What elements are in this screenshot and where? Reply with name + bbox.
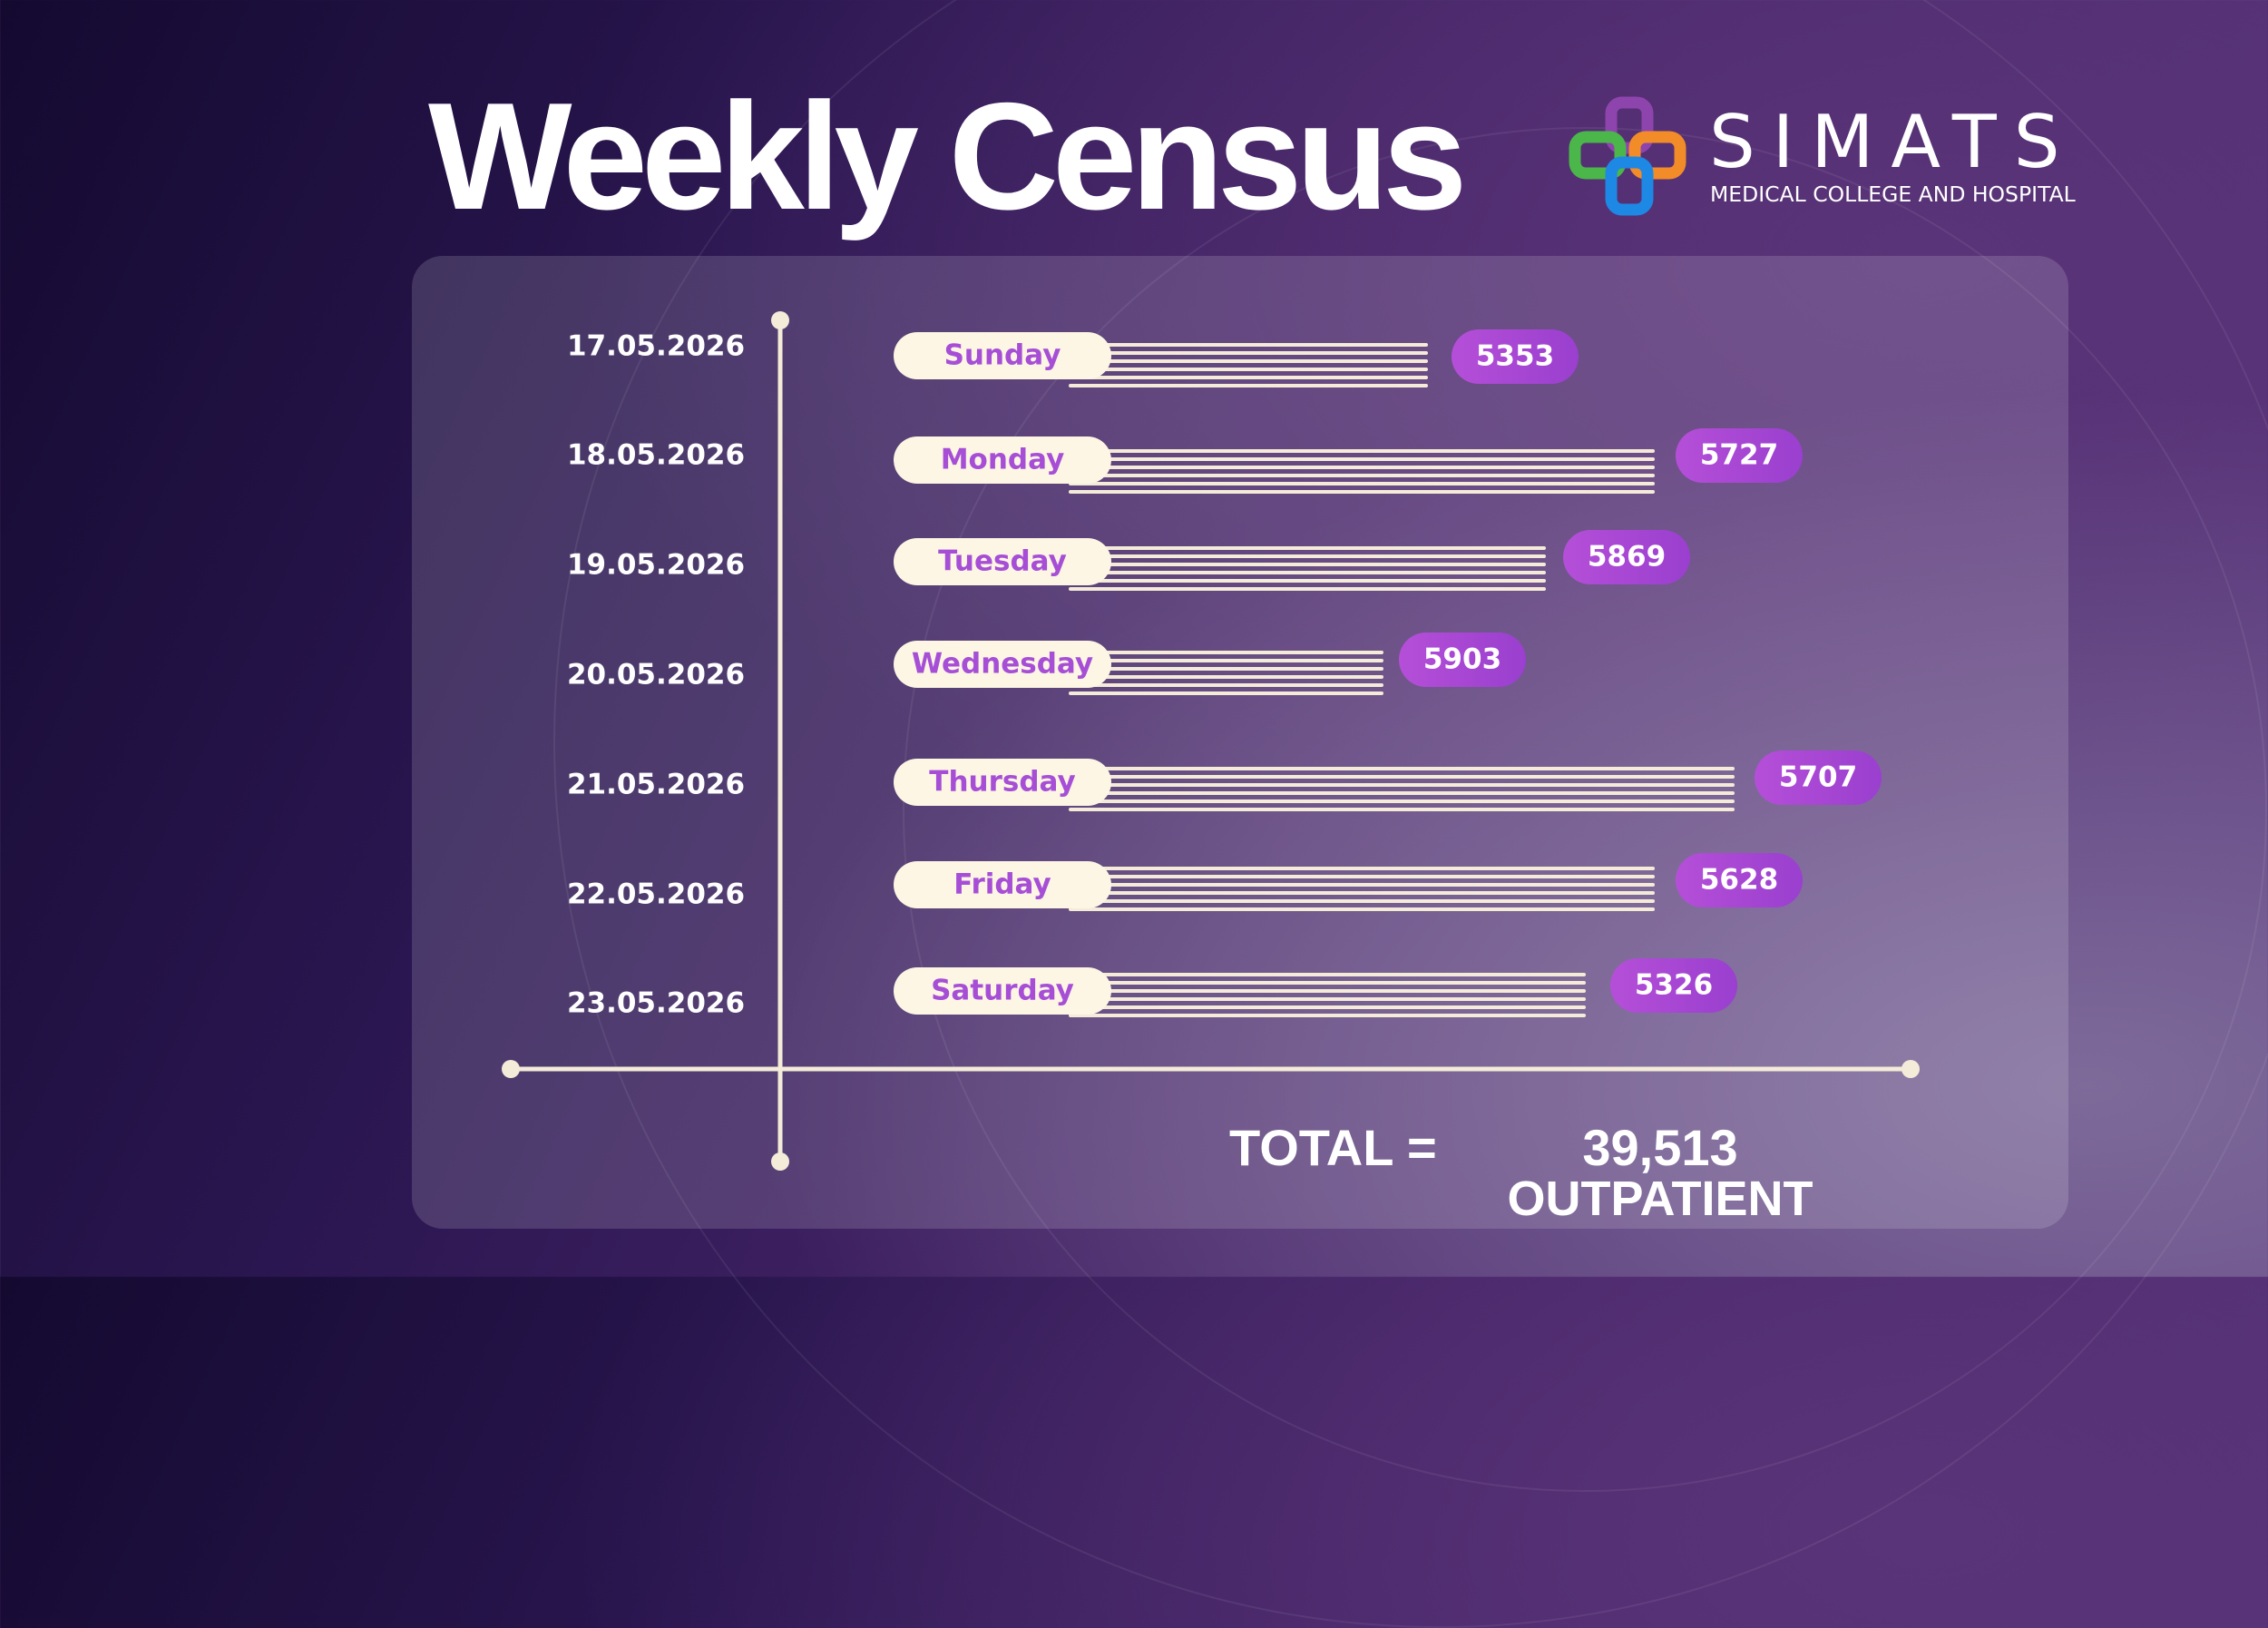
date-label: 18.05.2026	[567, 439, 745, 472]
day-pill	[894, 436, 1111, 484]
day-label: Tuesday	[938, 545, 1067, 578]
value-badge	[1676, 853, 1803, 907]
x-axis-right-dot	[1901, 1060, 1920, 1078]
chart-panel	[412, 256, 2068, 1229]
value-label: 5869	[1588, 541, 1666, 574]
page-title: Weekly Census	[428, 71, 1467, 241]
value-label: 5707	[1779, 761, 1857, 794]
total-label: TOTAL =	[1229, 1119, 1437, 1176]
bar-series: Sunday 5353 Monday 5727 Tuesday 5869 Wednesday…	[848, 329, 1882, 1017]
value-badge	[1452, 329, 1579, 384]
value-badge	[1755, 750, 1882, 805]
bar-row: Monday 5727	[848, 428, 1803, 494]
date-labels: 17.05.2026 18.05.2026 19.05.2026 20.05.2026…	[567, 330, 745, 1020]
day-pill	[894, 759, 1111, 806]
bar-mark	[1069, 767, 1735, 811]
day-label: Monday	[941, 444, 1065, 476]
day-label: Saturday	[931, 975, 1074, 1007]
bar-mark	[1069, 651, 1383, 695]
y-axis-top-dot	[771, 311, 789, 329]
day-pill	[894, 861, 1111, 908]
bar-row: Saturday 5326	[848, 958, 1737, 1017]
value-label: 5353	[1476, 340, 1554, 373]
date-label: 23.05.2026	[567, 987, 745, 1020]
value-label: 5326	[1635, 969, 1713, 1002]
total-unit: OUTPATIENT	[1507, 1172, 1813, 1226]
day-label: Wednesday	[912, 648, 1093, 681]
bar-tail	[848, 973, 907, 1017]
day-label: Thursday	[929, 766, 1075, 799]
y-axis-bottom-dot	[771, 1152, 789, 1171]
value-badge	[1610, 958, 1737, 1013]
bar-row: Thursday 5707	[848, 750, 1882, 811]
day-pill	[894, 967, 1111, 1015]
date-label: 20.05.2026	[567, 659, 745, 691]
bar-row: Friday 5628	[848, 853, 1803, 911]
date-label: 21.05.2026	[567, 769, 745, 801]
bar-row: Wednesday 5903	[848, 633, 1526, 695]
bar-row: Sunday 5353	[848, 329, 1579, 387]
logo-subtitle: MEDICAL COLLEGE AND HOSPITAL	[1710, 181, 2076, 207]
value-label: 5903	[1423, 643, 1501, 676]
date-label: 19.05.2026	[567, 549, 745, 582]
day-pill	[894, 641, 1111, 688]
value-label: 5628	[1700, 864, 1778, 897]
day-label: Sunday	[944, 339, 1061, 372]
simats-logo: SIMATS MEDICAL COLLEGE AND HOSPITAL	[1568, 95, 2076, 222]
census-chart: 17.05.2026 18.05.2026 19.05.2026 20.05.2026…	[502, 311, 1920, 1171]
bar-row: Tuesday 5869	[848, 530, 1690, 591]
simats-logo-mark-icon	[1569, 96, 1686, 216]
value-badge	[1563, 530, 1690, 584]
bar-mark	[1069, 343, 1428, 387]
day-label: Friday	[953, 868, 1051, 901]
day-pill	[894, 538, 1111, 585]
chart-axes	[502, 311, 1920, 1171]
day-pill	[894, 332, 1111, 379]
logo-name: SIMATS	[1709, 100, 2077, 184]
value-label: 5727	[1700, 439, 1778, 472]
total-value: 39,513	[1582, 1119, 1738, 1176]
value-badge	[1676, 428, 1803, 483]
date-label: 22.05.2026	[567, 878, 745, 911]
x-axis-left-dot	[502, 1060, 520, 1078]
bar-mark	[1069, 546, 1546, 591]
bar-mark	[1069, 449, 1655, 494]
bar-mark	[1069, 867, 1655, 911]
value-badge	[1399, 633, 1526, 687]
date-label: 17.05.2026	[567, 330, 745, 363]
bar-mark	[1069, 973, 1586, 1017]
